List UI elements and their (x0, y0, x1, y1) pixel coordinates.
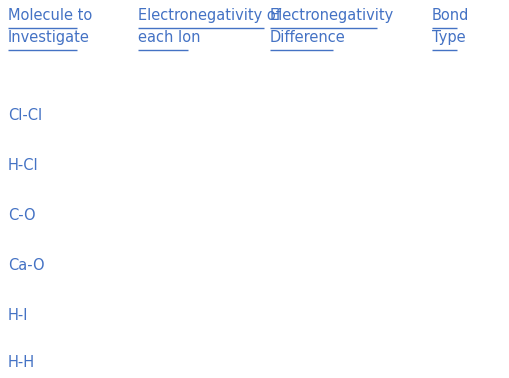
Text: Type: Type (432, 30, 466, 45)
Text: each Ion: each Ion (138, 30, 201, 45)
Text: Electronegativity of: Electronegativity of (138, 8, 281, 23)
Text: H-Cl: H-Cl (8, 158, 39, 173)
Text: C-O: C-O (8, 208, 36, 223)
Text: Molecule to: Molecule to (8, 8, 92, 23)
Text: Electronegativity: Electronegativity (270, 8, 394, 23)
Text: H-I: H-I (8, 308, 29, 323)
Text: Cl-Cl: Cl-Cl (8, 108, 42, 123)
Text: Investigate: Investigate (8, 30, 90, 45)
Text: Bond: Bond (432, 8, 469, 23)
Text: Ca-O: Ca-O (8, 258, 45, 273)
Text: H-H: H-H (8, 355, 35, 370)
Text: Difference: Difference (270, 30, 346, 45)
